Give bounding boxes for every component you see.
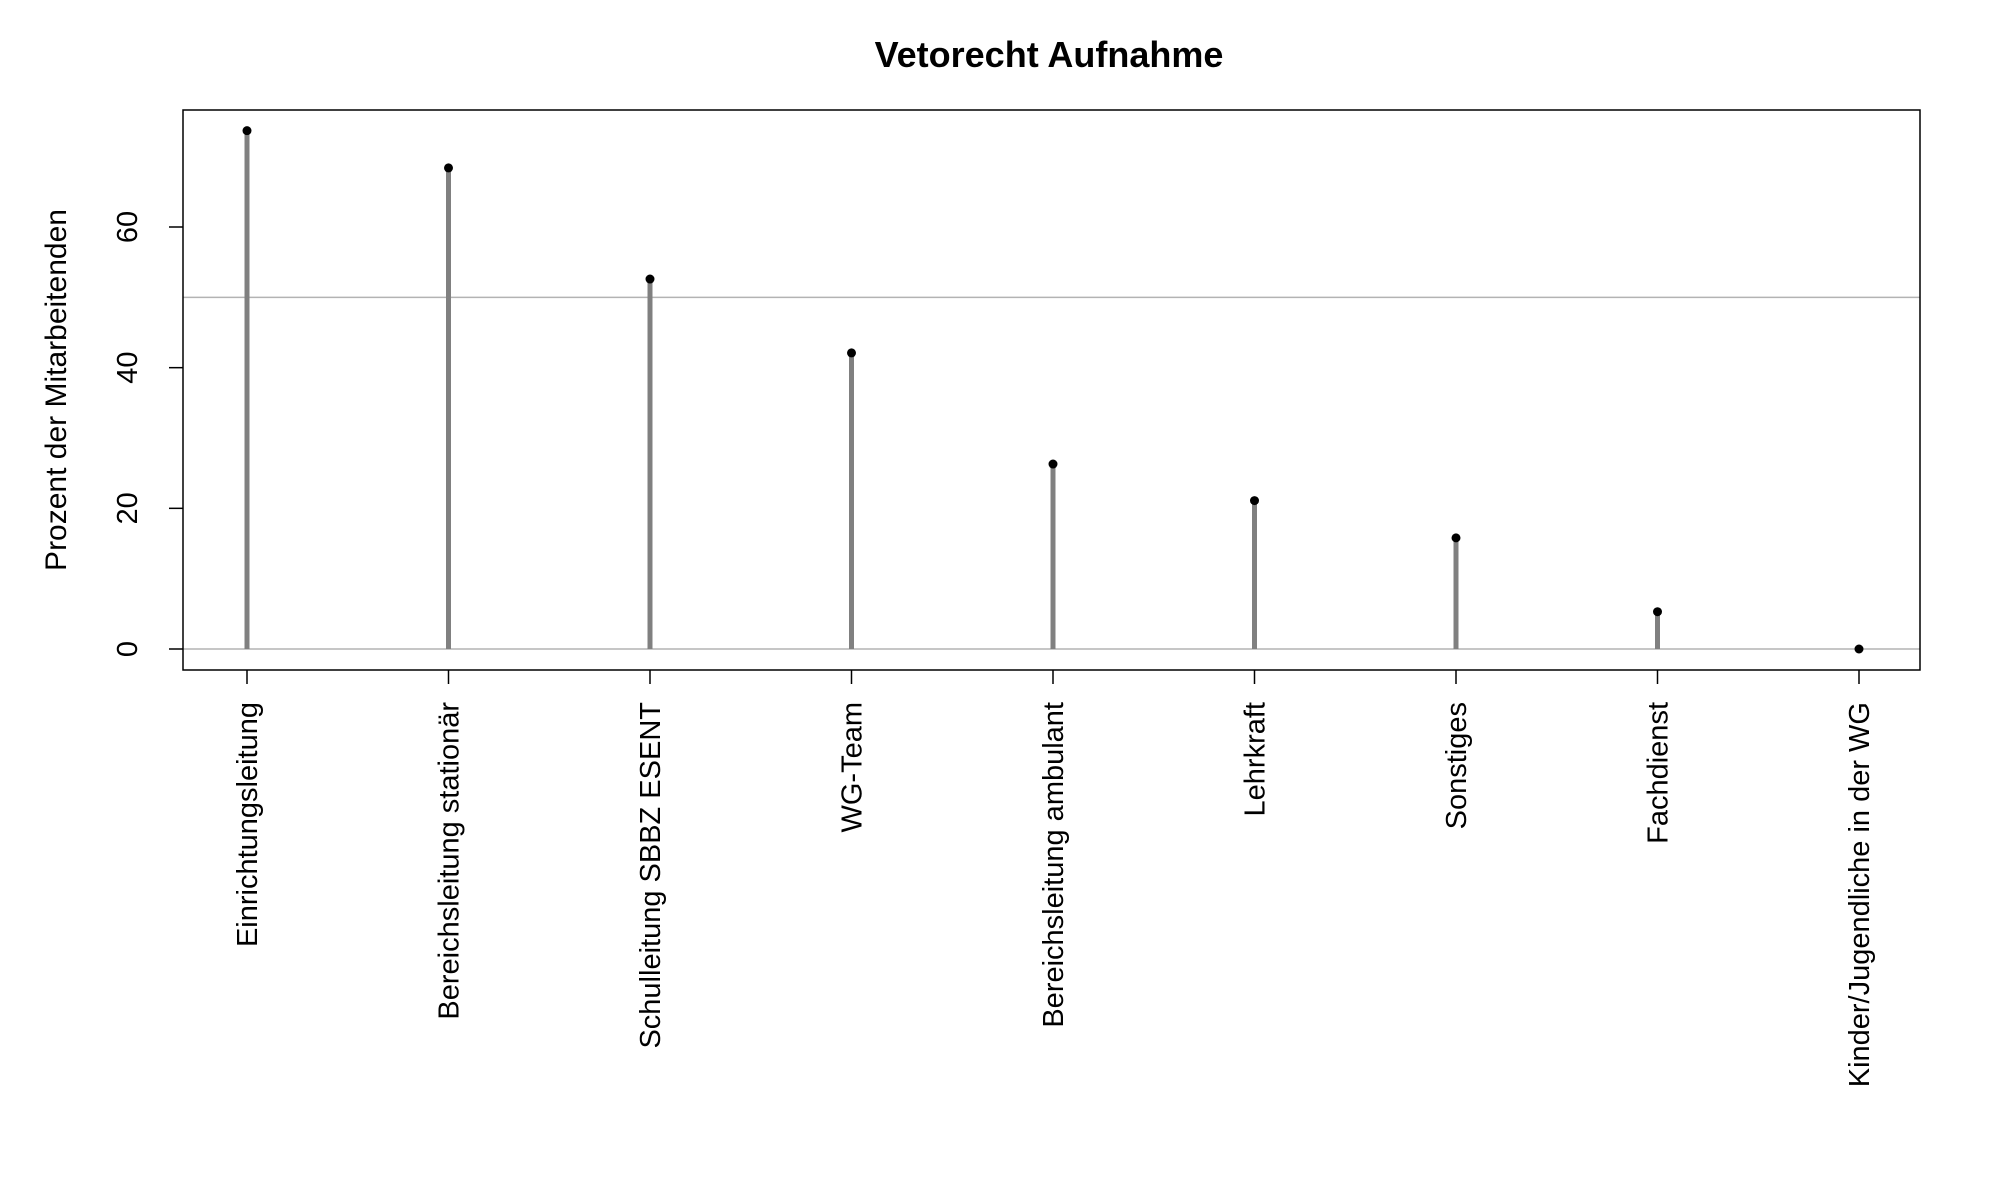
chart-title: Vetorecht Aufnahme bbox=[875, 34, 1224, 75]
data-point bbox=[1451, 533, 1461, 543]
x-tick-label: Bereichsleitung stationär bbox=[434, 702, 466, 1020]
y-axis-label: Prozent der Mitarbeitenden bbox=[40, 209, 73, 571]
data-point bbox=[1854, 644, 1864, 654]
data-point bbox=[847, 348, 856, 358]
x-tick-label: WG-Team bbox=[837, 702, 869, 833]
y-tick-label: 0 bbox=[112, 641, 144, 657]
x-tick-label: Schulleitung SBBZ ESENT bbox=[635, 702, 667, 1049]
x-tick-label: Sonstiges bbox=[1441, 702, 1473, 829]
y-tick-label: 60 bbox=[112, 211, 144, 243]
y-tick-label: 20 bbox=[112, 492, 144, 524]
y-tick-label: 40 bbox=[112, 352, 144, 384]
y-axis: 0 20 40 60 bbox=[112, 211, 183, 657]
plot-frame bbox=[182, 109, 1921, 671]
data-point bbox=[1250, 496, 1259, 506]
data-point bbox=[645, 274, 655, 284]
x-tick-label: Lehrkraft bbox=[1240, 702, 1272, 816]
x-axis: Einrichtungsleitung Bereichsleitung stati… bbox=[232, 670, 1876, 1087]
stems bbox=[244, 130, 1660, 649]
data-point bbox=[242, 126, 252, 136]
x-tick-label: Fachdienst bbox=[1643, 702, 1675, 844]
x-tick-label: Einrichtungsleitung bbox=[232, 702, 264, 947]
data-point bbox=[1653, 607, 1662, 617]
data-point bbox=[1048, 459, 1058, 469]
data-point bbox=[444, 163, 453, 173]
x-tick-label: Kinder/Jugendliche in der WG bbox=[1844, 702, 1876, 1087]
points bbox=[242, 126, 1864, 654]
x-tick-label: Bereichsleitung ambulant bbox=[1038, 702, 1070, 1028]
